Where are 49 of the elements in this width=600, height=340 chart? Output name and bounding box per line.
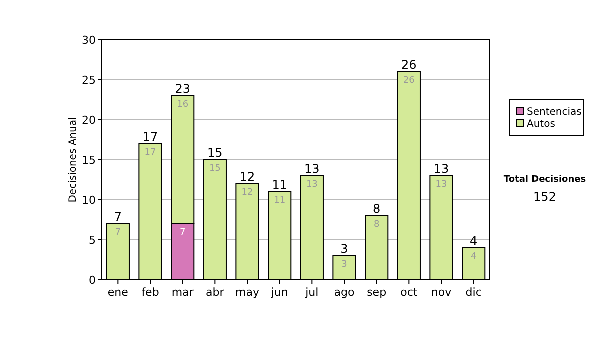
x-tick-label: ago [334,286,355,299]
data-label: 13 [306,180,318,190]
total-label: 3 [340,242,348,256]
total-label: 26 [402,58,417,72]
text: Total Decisiones [504,175,586,185]
data-label: 16 [177,100,189,110]
total-label: 23 [175,82,190,96]
data-label: 26 [403,76,416,86]
legend-label: Sentencias [527,107,582,118]
legend-label: Autos [527,119,556,130]
x-tick-label: feb [142,286,160,299]
total-label: 15 [208,146,223,160]
total-label: 12 [240,170,256,184]
total-label: 11 [272,178,288,192]
total-label: 13 [304,162,320,176]
data-label: 13 [436,180,448,190]
x-tick-label: jun [270,286,288,299]
data-label: 17 [144,148,156,158]
x-tick-label: may [236,286,260,299]
total-label: 8 [373,202,381,216]
x-tick-label: abr [206,286,225,299]
x-tick-label: mar [172,286,194,299]
total-label: 7 [114,210,122,224]
total-label: 4 [470,234,478,248]
y-axis-title: Decisiones Anual [68,117,79,203]
y-tick-label: 10 [82,194,96,207]
data-label: 15 [209,164,221,174]
data-label: 12 [242,188,254,198]
data-label: 4 [470,252,477,262]
data-label: 7 [180,228,186,238]
x-tick-label: ene [108,286,129,299]
total-label: 13 [434,162,450,176]
y-tick-label: 25 [82,74,96,87]
x-tick-label: oct [400,286,418,299]
y-tick-label: 20 [82,114,96,127]
text: 152 [534,190,556,204]
x-tick-label: sep [367,286,387,299]
x-tick-label: nov [431,286,452,299]
data-label: 8 [374,220,380,230]
total-label: 17 [142,130,158,144]
data-label: 3 [342,260,348,270]
y-tick-label: 15 [82,154,96,167]
y-tick-label: 30 [82,34,96,47]
x-tick-label: dic [466,286,482,299]
y-tick-label: 0 [89,274,96,287]
y-tick-label: 5 [89,234,96,247]
x-tick-label: jul [304,286,319,299]
data-label: 11 [274,196,286,206]
data-label: 7 [115,228,122,238]
